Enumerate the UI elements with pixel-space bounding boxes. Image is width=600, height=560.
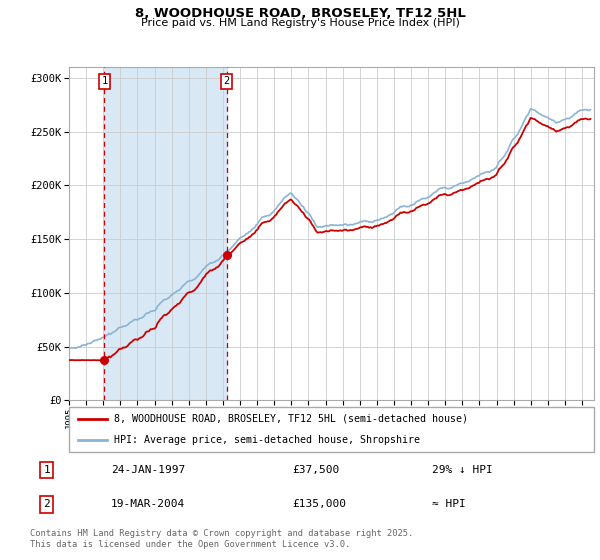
Text: 29% ↓ HPI: 29% ↓ HPI [432,465,493,475]
Text: Price paid vs. HM Land Registry's House Price Index (HPI): Price paid vs. HM Land Registry's House … [140,18,460,29]
Text: 1: 1 [43,465,50,475]
Text: 19-MAR-2004: 19-MAR-2004 [111,500,185,510]
Text: 2: 2 [224,76,230,86]
Text: 24-JAN-1997: 24-JAN-1997 [111,465,185,475]
Text: 2: 2 [43,500,50,510]
Text: Contains HM Land Registry data © Crown copyright and database right 2025.
This d: Contains HM Land Registry data © Crown c… [30,529,413,549]
Bar [104,67,227,400]
Text: £135,000: £135,000 [292,500,346,510]
Text: £37,500: £37,500 [292,465,340,475]
Text: 1: 1 [101,76,107,86]
Text: 8, WOODHOUSE ROAD, BROSELEY, TF12 5HL: 8, WOODHOUSE ROAD, BROSELEY, TF12 5HL [134,7,466,20]
Text: ≈ HPI: ≈ HPI [432,500,466,510]
Text: HPI: Average price, semi-detached house, Shropshire: HPI: Average price, semi-detached house,… [113,435,419,445]
Text: 8, WOODHOUSE ROAD, BROSELEY, TF12 5HL (semi-detached house): 8, WOODHOUSE ROAD, BROSELEY, TF12 5HL (s… [113,414,467,424]
